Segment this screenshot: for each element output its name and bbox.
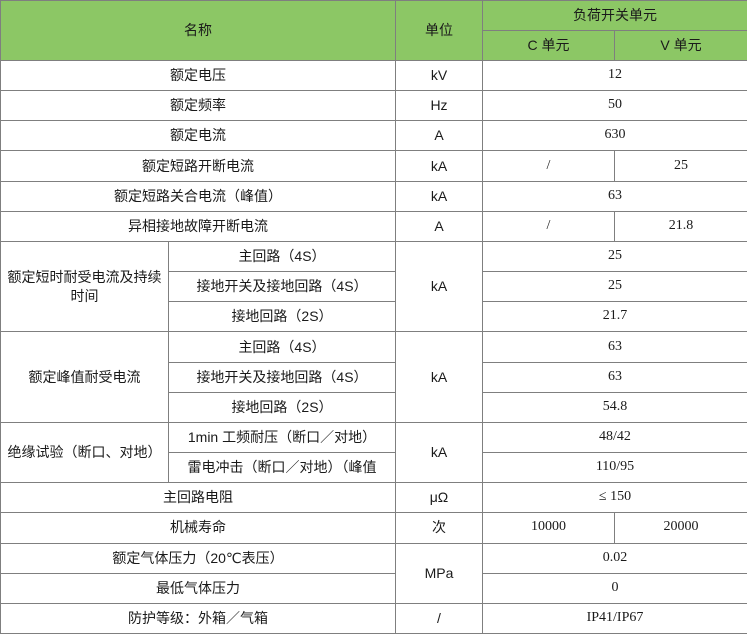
row-unit: kA xyxy=(395,180,483,212)
row-value-both: ≤ 150 xyxy=(482,482,747,514)
table-row: 额定峰值耐受电流 主回路（4S） kA 63 xyxy=(0,331,747,423)
subrow-value: 21.7 xyxy=(482,301,747,333)
subrow-value: 63 xyxy=(482,331,747,363)
subrow-label: 接地开关及接地回路（4S） xyxy=(168,271,396,303)
subrow-label: 1min 工频耐压（断口／对地） xyxy=(168,421,396,454)
table-row: 额定气体压力（20℃表压） MPa 0.02 xyxy=(0,542,747,604)
subrow-value: 63 xyxy=(482,361,747,393)
table-row: 最低气体压力 0 xyxy=(0,572,747,604)
table-row: 接地回路（2S） 21.7 xyxy=(1,301,747,333)
subrow-label: 主回路（4S） xyxy=(168,331,396,363)
row-value-both: IP41/IP67 xyxy=(482,602,747,634)
subrow-value: 25 xyxy=(482,240,747,273)
row-unit: A xyxy=(395,210,483,242)
subrow-value: 25 xyxy=(482,271,747,303)
header-col-c-unit: C 单元 xyxy=(482,30,615,61)
group-unit: MPa xyxy=(395,542,483,604)
header-col-v-unit: V 单元 xyxy=(614,30,747,61)
row-value-v: 20000 xyxy=(614,512,747,544)
row-value-both: 12 xyxy=(482,59,747,92)
header-group-load-switch-unit: 负荷开关单元 xyxy=(482,0,747,31)
row-value-c: / xyxy=(482,210,615,242)
table-row: 防护等级：外箱／气箱 / IP41/IP67 xyxy=(0,602,747,634)
row-label-rated-frequency: 额定频率 xyxy=(0,90,396,122)
subrow-label: 主回路（4S） xyxy=(168,240,396,273)
row-value-c: 10000 xyxy=(482,512,615,544)
group-label-rated-short-time-withstand-current: 额定短时耐受电流及持续时间 xyxy=(0,240,169,333)
subrow-value: 48/42 xyxy=(482,421,747,454)
group-unit: kA xyxy=(395,421,483,484)
row-value-both: 50 xyxy=(482,90,747,122)
row-label-minimum-gas-pressure: 最低气体压力 xyxy=(0,572,396,604)
table-row: 额定短时耐受电流及持续时间 主回路（4S） kA 25 xyxy=(0,240,747,333)
subrow-label: 雷电冲击（断口／对地）（峰值 xyxy=(168,452,396,484)
table-row: 额定电压 kV 12 xyxy=(0,59,747,92)
row-label-mechanical-life: 机械寿命 xyxy=(0,512,396,544)
table-row: 额定短路关合电流（峰值） kA 63 xyxy=(0,180,747,212)
row-unit: kA xyxy=(395,150,483,182)
row-label-rated-voltage: 额定电压 xyxy=(0,59,396,92)
row-label-rated-current: 额定电流 xyxy=(0,120,396,152)
table-row: 额定频率 Hz 50 xyxy=(0,90,747,122)
header-name: 名称 xyxy=(0,0,396,61)
subrow-value: 54.8 xyxy=(482,391,747,423)
header-row-1: 名称 单位 负荷开关单元 xyxy=(0,0,747,61)
row-label-cross-phase-ground-fault-breaking-current: 异相接地故障开断电流 xyxy=(0,210,396,242)
row-unit: μΩ xyxy=(395,482,483,514)
header-unit: 单位 xyxy=(395,0,483,61)
row-unit: / xyxy=(395,602,483,634)
row-value-both: 0.02 xyxy=(482,542,747,574)
row-label-rated-short-circuit-breaking-current: 额定短路开断电流 xyxy=(0,150,396,182)
group-unit: kA xyxy=(395,240,483,333)
row-label-main-circuit-resistance: 主回路电阻 xyxy=(0,482,396,514)
table-row: 异相接地故障开断电流 A / 21.8 xyxy=(0,210,747,242)
table-row: 额定电流 A 630 xyxy=(0,120,747,152)
table-row: 机械寿命 次 10000 20000 xyxy=(0,512,747,544)
group-label-insulation-test: 绝缘试验（断口、对地） xyxy=(0,421,169,484)
row-label-rated-gas-pressure: 额定气体压力（20℃表压） xyxy=(0,542,396,574)
row-unit: A xyxy=(395,120,483,152)
row-label-protection-grade: 防护等级：外箱／气箱 xyxy=(0,602,396,634)
row-label-rated-short-circuit-making-current: 额定短路关合电流（峰值） xyxy=(0,180,396,212)
table-row: 接地开关及接地回路（4S） 63 xyxy=(1,361,747,393)
row-value-v: 25 xyxy=(614,150,747,182)
subrow-label: 接地回路（2S） xyxy=(168,301,396,333)
table-row: 雷电冲击（断口／对地）（峰值 110/95 xyxy=(1,452,747,484)
table-body: 额定电压 kV 12 额定频率 Hz 50 额定电流 A 630 额定短路开断电… xyxy=(0,59,747,634)
group-label-rated-peak-withstand-current: 额定峰值耐受电流 xyxy=(0,331,169,423)
row-value-c: / xyxy=(482,150,615,182)
row-unit: kV xyxy=(395,59,483,92)
row-unit: Hz xyxy=(395,90,483,122)
group-unit: kA xyxy=(395,331,483,423)
subrow-label: 接地开关及接地回路（4S） xyxy=(168,361,396,393)
row-value-both: 63 xyxy=(482,180,747,212)
subrow-value: 110/95 xyxy=(482,452,747,484)
table-row: 额定短路开断电流 kA / 25 xyxy=(0,150,747,182)
subrow-label: 接地回路（2S） xyxy=(168,391,396,423)
table-row: 接地开关及接地回路（4S） 25 xyxy=(1,271,747,303)
table-row: 接地回路（2S） 54.8 xyxy=(1,391,747,423)
row-value-both: 630 xyxy=(482,120,747,152)
row-unit: 次 xyxy=(395,512,483,544)
table-row: 绝缘试验（断口、对地） 1min 工频耐压（断口／对地） kA 48/42 xyxy=(0,421,747,484)
row-value-v: 21.8 xyxy=(614,210,747,242)
table-row: 主回路电阻 μΩ ≤ 150 xyxy=(0,482,747,514)
table-header: 名称 单位 负荷开关单元 C 单元 V 单元 xyxy=(0,0,747,61)
row-value-both: 0 xyxy=(482,572,747,604)
